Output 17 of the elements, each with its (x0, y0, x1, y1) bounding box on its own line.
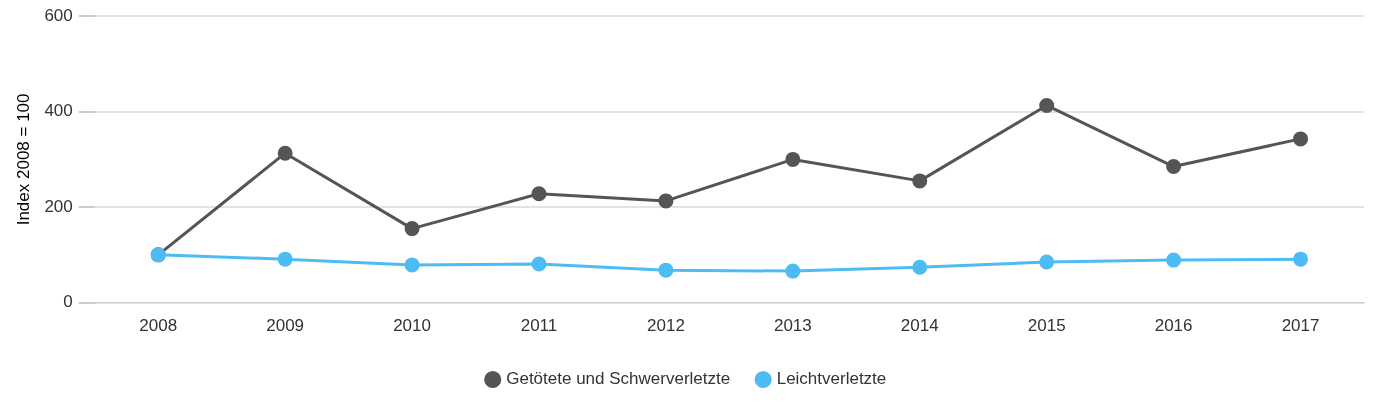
x-tick-label: 2012 (647, 316, 685, 336)
y-tick-label: 200 (44, 196, 73, 216)
x-tick-label: 2015 (1027, 316, 1066, 336)
x-tick-label: 2010 (393, 316, 431, 336)
legend-label: Leichtverletzte (776, 369, 887, 389)
y-tick-label: 600 (44, 5, 73, 25)
x-tick-label: 2013 (773, 316, 812, 336)
x-tick-label: 2017 (1281, 316, 1320, 336)
x-tick-label: 2014 (900, 316, 939, 336)
x-tick-label: 2011 (520, 316, 558, 336)
legend-label: Getötete und Schwerverletzte (506, 369, 731, 389)
y-tick-label: 0 (63, 292, 73, 312)
y-tick-label: 400 (44, 101, 73, 121)
x-tick-label: 2016 (1154, 316, 1193, 336)
x-tick-label: 2009 (266, 316, 305, 336)
x-tick-label: 2008 (139, 316, 178, 336)
y-axis-title: Index 2008 = 100 (13, 93, 33, 226)
